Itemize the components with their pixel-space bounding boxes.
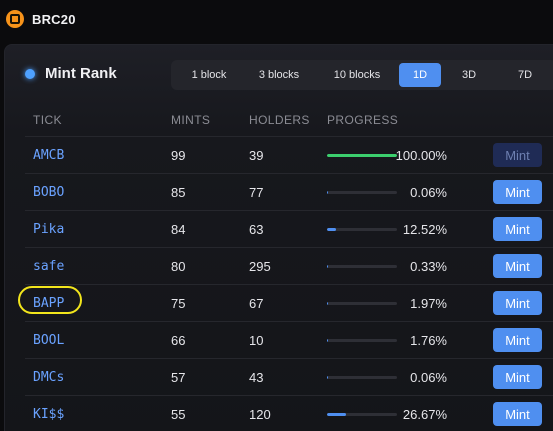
table-row: Pika 84 63 12.52% Mint xyxy=(25,210,553,247)
tab-1-block[interactable]: 1 block xyxy=(191,69,227,81)
mint-button[interactable]: Mint xyxy=(493,402,542,426)
column-header-progress: PROGRESS xyxy=(327,113,399,127)
progress-percent: 1.97% xyxy=(410,296,447,311)
brc20-logo-icon xyxy=(6,10,24,28)
table-row: BOBO 85 77 0.06% Mint xyxy=(25,173,553,210)
progress-percent: 100.00% xyxy=(395,148,447,163)
tab-10-blocks[interactable]: 10 blocks xyxy=(333,69,381,81)
mints-value: 55 xyxy=(171,407,186,422)
holders-value: 120 xyxy=(249,407,271,422)
table-row: KI$$ 55 120 26.67% Mint xyxy=(25,395,553,431)
status-dot-icon xyxy=(25,68,35,79)
progress-percent: 0.33% xyxy=(410,259,447,274)
mint-button: Mint xyxy=(493,143,542,167)
holders-value: 295 xyxy=(249,259,271,274)
mints-value: 84 xyxy=(171,222,186,237)
table-row: BOOL 66 10 1.76% Mint xyxy=(25,321,553,358)
mint-button[interactable]: Mint xyxy=(493,217,542,241)
mint-rank-table: AMCB 99 39 100.00% Mint BOBO 85 77 0.06% Mint Pika… xyxy=(25,136,553,431)
progress-bar-fill xyxy=(327,191,329,194)
timeframe-tabs: 1 block 3 blocks 10 blocks 1D 3D 7D xyxy=(171,60,553,90)
table-row: DMCs 57 43 0.06% Mint xyxy=(25,358,553,395)
holders-value: 39 xyxy=(249,148,264,163)
progress-bar-fill xyxy=(327,302,329,305)
progress-percent: 1.76% xyxy=(410,333,447,348)
table-row: safe 80 295 0.33% Mint xyxy=(25,247,553,284)
column-header-tick: TICK xyxy=(33,113,62,127)
mint-button[interactable]: Mint xyxy=(493,365,542,389)
mints-value: 80 xyxy=(171,259,186,274)
progress-bar-fill xyxy=(327,154,397,157)
mint-button[interactable]: Mint xyxy=(493,180,542,204)
tick-link[interactable]: BOBO xyxy=(33,185,65,200)
tick-link[interactable]: BOOL xyxy=(33,333,65,348)
table-row: AMCB 99 39 100.00% Mint xyxy=(25,136,553,173)
holders-value: 43 xyxy=(249,370,264,385)
tick-link[interactable]: safe xyxy=(33,259,65,274)
mints-value: 85 xyxy=(171,185,186,200)
mint-rank-panel: Mint Rank 1 block 3 blocks 10 blocks 1D … xyxy=(4,44,553,431)
progress-bar xyxy=(327,154,397,157)
column-header-mints: MINTS xyxy=(171,113,211,127)
progress-bar xyxy=(327,191,397,194)
mints-value: 66 xyxy=(171,333,186,348)
progress-bar xyxy=(327,413,397,416)
progress-bar-fill xyxy=(327,376,329,379)
mints-value: 75 xyxy=(171,296,186,311)
top-bar: BRC20 xyxy=(0,0,553,38)
panel-title: Mint Rank xyxy=(45,65,117,82)
panel-header: Mint Rank xyxy=(25,65,117,82)
mint-button[interactable]: Mint xyxy=(493,254,542,278)
progress-bar-fill xyxy=(327,413,346,416)
holders-value: 10 xyxy=(249,333,264,348)
progress-bar-fill xyxy=(327,228,336,231)
tab-3d[interactable]: 3D xyxy=(461,69,477,81)
progress-bar-fill xyxy=(327,339,329,342)
progress-bar-fill xyxy=(327,265,329,268)
tab-3-blocks[interactable]: 3 blocks xyxy=(258,69,300,81)
tick-link[interactable]: BAPP xyxy=(33,296,65,311)
tick-link[interactable]: DMCs xyxy=(33,370,65,385)
holders-value: 63 xyxy=(249,222,264,237)
tab-1d[interactable]: 1D xyxy=(399,63,441,87)
tick-link[interactable]: AMCB xyxy=(33,148,65,163)
progress-percent: 0.06% xyxy=(410,370,447,385)
app-title: BRC20 xyxy=(32,11,76,27)
tab-7d[interactable]: 7D xyxy=(517,69,533,81)
progress-percent: 26.67% xyxy=(402,407,447,422)
holders-value: 67 xyxy=(249,296,264,311)
progress-bar xyxy=(327,339,397,342)
mint-button[interactable]: Mint xyxy=(493,291,542,315)
progress-percent: 0.06% xyxy=(410,185,447,200)
column-header-holders: HOLDERS xyxy=(249,113,310,127)
progress-bar xyxy=(327,228,397,231)
mints-value: 57 xyxy=(171,370,186,385)
holders-value: 77 xyxy=(249,185,264,200)
progress-percent: 12.52% xyxy=(402,222,447,237)
highlight-circle-annotation xyxy=(18,286,82,314)
tick-link[interactable]: KI$$ xyxy=(33,407,65,422)
table-row: BAPP 75 67 1.97% Mint xyxy=(25,284,553,321)
tick-link[interactable]: Pika xyxy=(33,222,65,237)
progress-bar xyxy=(327,376,397,379)
progress-bar xyxy=(327,302,397,305)
mints-value: 99 xyxy=(171,148,186,163)
mint-button[interactable]: Mint xyxy=(493,328,542,352)
progress-bar xyxy=(327,265,397,268)
